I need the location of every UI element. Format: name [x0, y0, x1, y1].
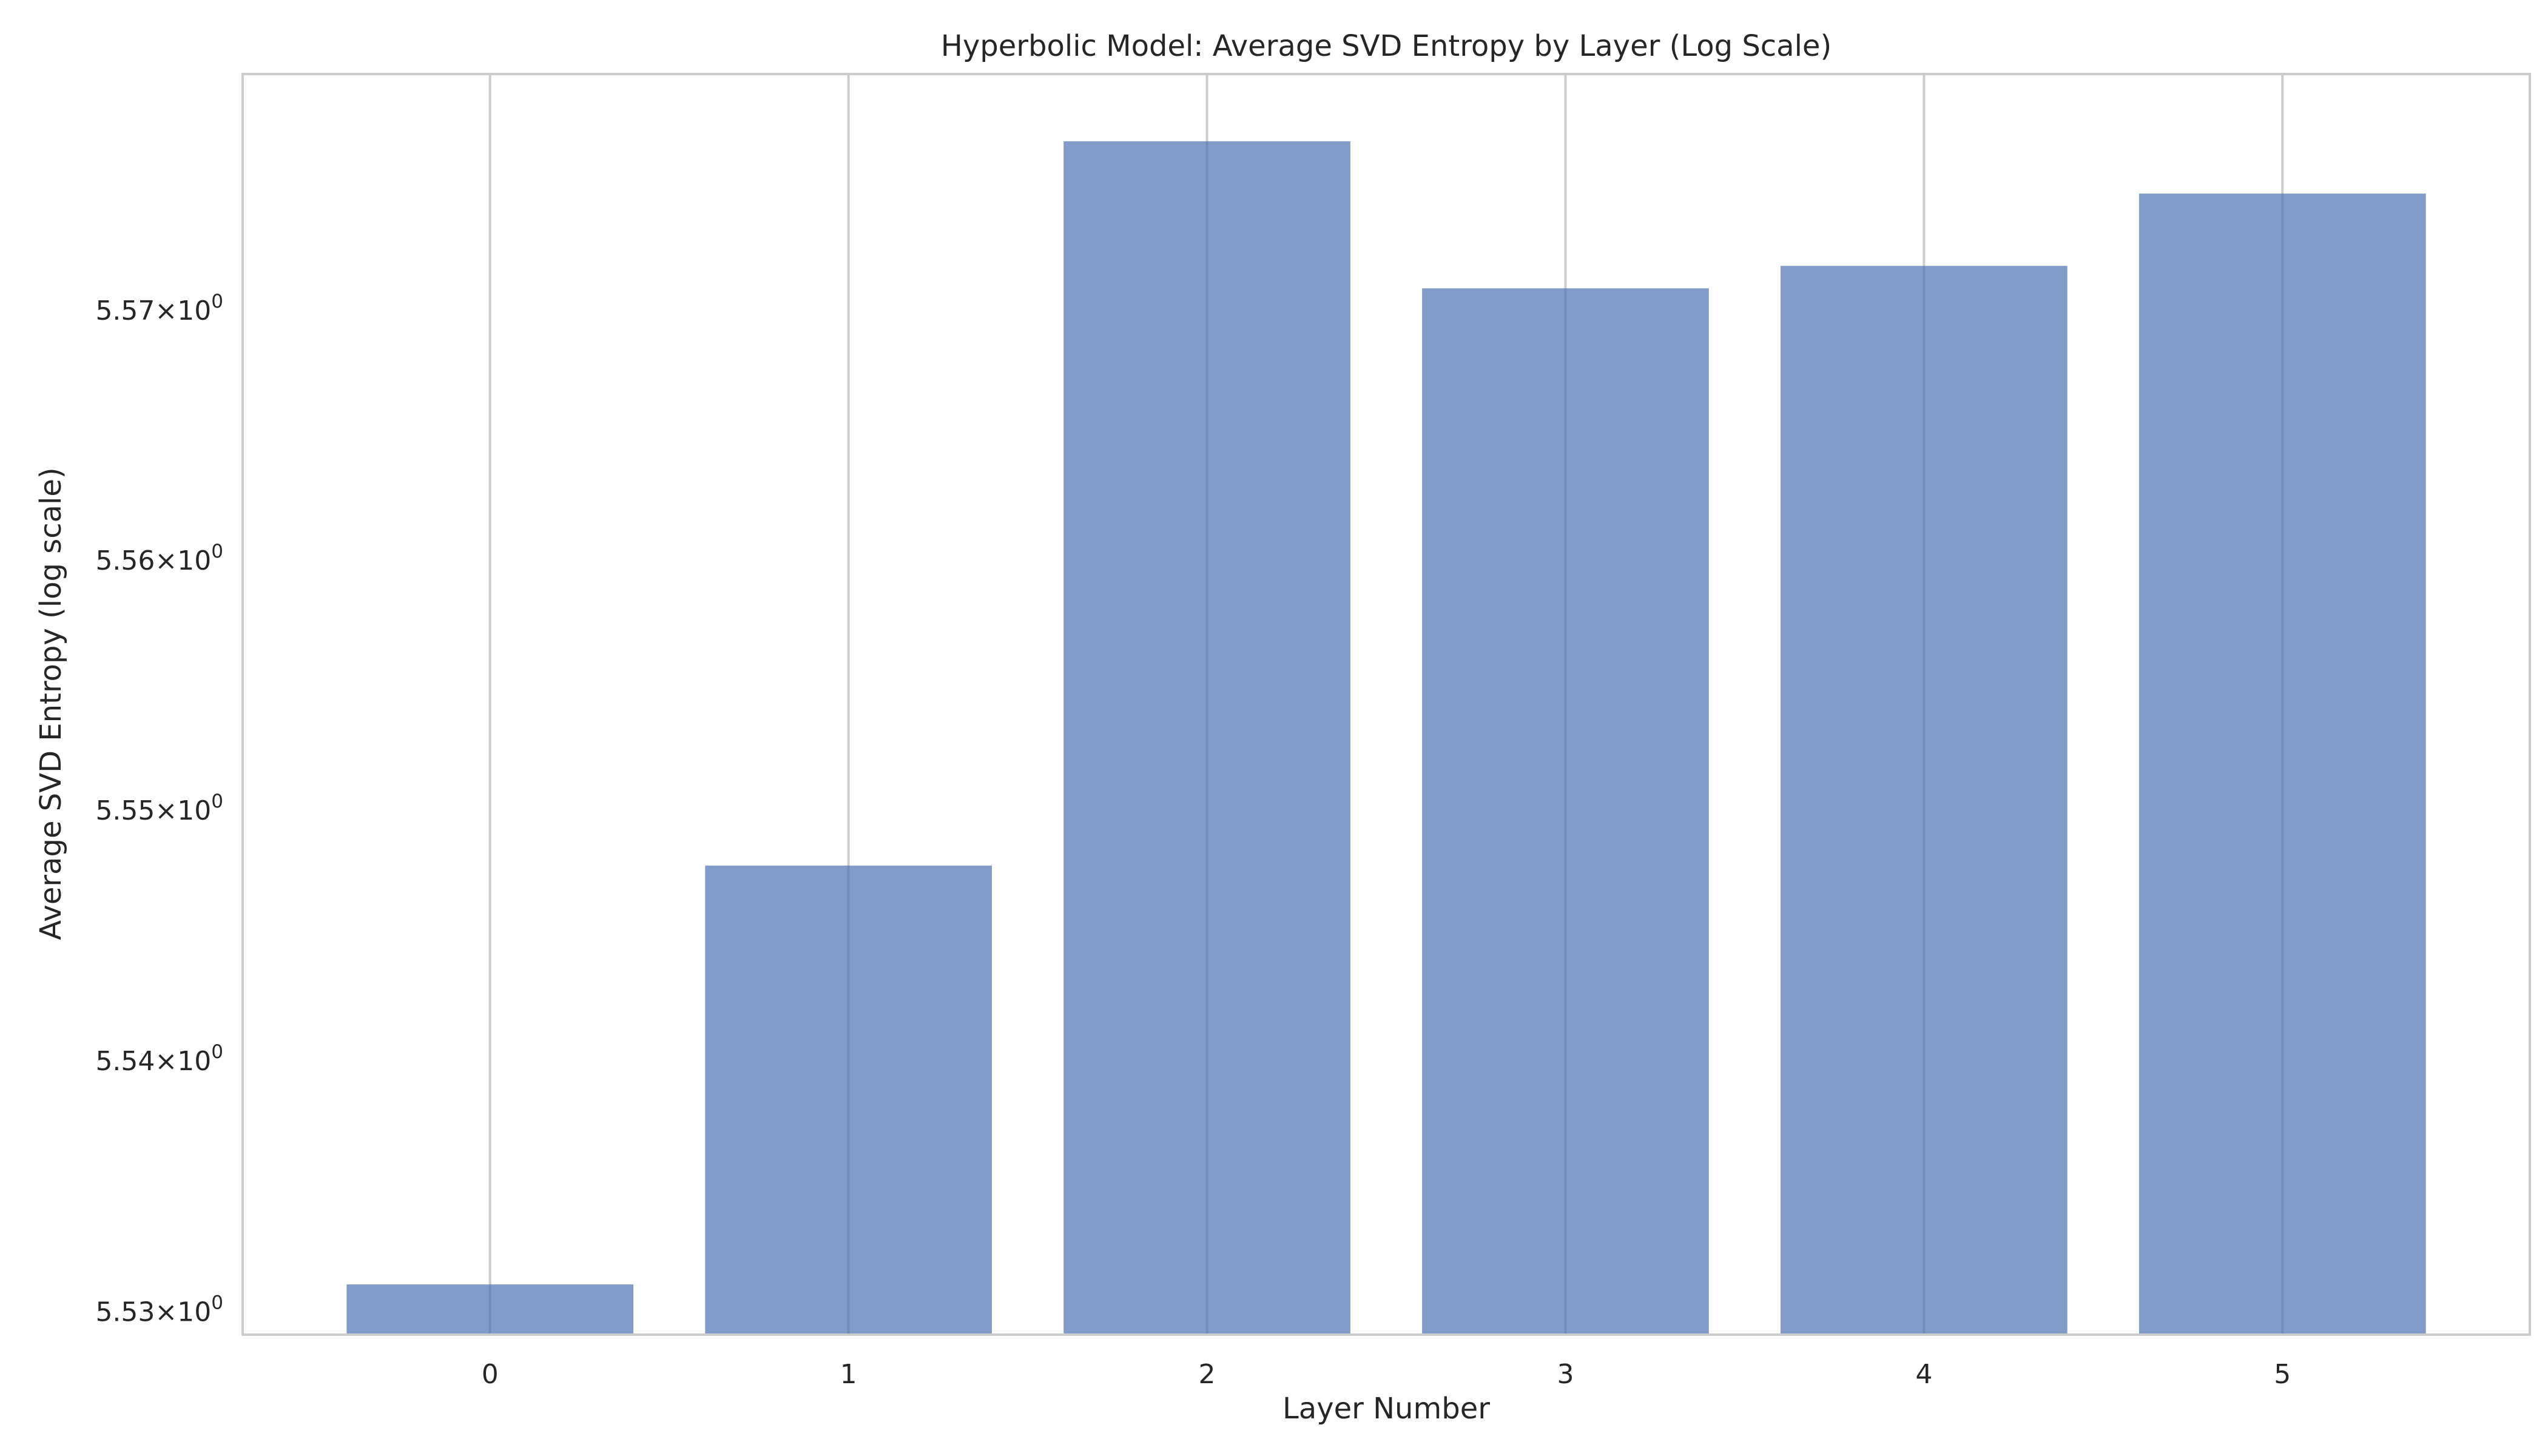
- y-tick-label: 5.53×100: [95, 1292, 223, 1328]
- y-tick-label: 5.54×100: [95, 1041, 223, 1077]
- bar-layer-1: [705, 865, 992, 1335]
- bars: [346, 141, 2426, 1335]
- x-tick-label: 0: [482, 1359, 499, 1390]
- x-tick-label: 4: [1915, 1359, 1932, 1390]
- x-tick-label: 5: [2274, 1359, 2291, 1390]
- y-axis-ticks: 5.53×100 5.54×100 5.55×100 5.56×100 5.57×100: [95, 291, 223, 1327]
- y-tick-label: 5.55×100: [95, 790, 223, 826]
- x-tick-label: 3: [1557, 1359, 1574, 1390]
- bar-layer-5: [2138, 194, 2426, 1335]
- y-tick-label: 5.57×100: [95, 291, 223, 326]
- chart-title: Hyperbolic Model: Average SVD Entropy by…: [941, 29, 1832, 63]
- bar-layer-0: [346, 1284, 634, 1335]
- plot-area-frame: [241, 73, 2531, 1336]
- bar-layer-2: [1063, 141, 1350, 1335]
- x-axis-label: Layer Number: [1282, 1392, 1490, 1426]
- bar-layer-4: [1781, 266, 2068, 1335]
- y-tick-label: 5.56×100: [95, 541, 223, 576]
- x-tick-label: 1: [840, 1359, 857, 1390]
- x-axis-ticks: 0 1 2 3 4 5: [482, 1359, 2291, 1390]
- y-axis-label: Average SVD Entropy (log scale): [34, 467, 68, 940]
- x-tick-label: 2: [1199, 1359, 1216, 1390]
- bar-layer-3: [1422, 288, 1709, 1335]
